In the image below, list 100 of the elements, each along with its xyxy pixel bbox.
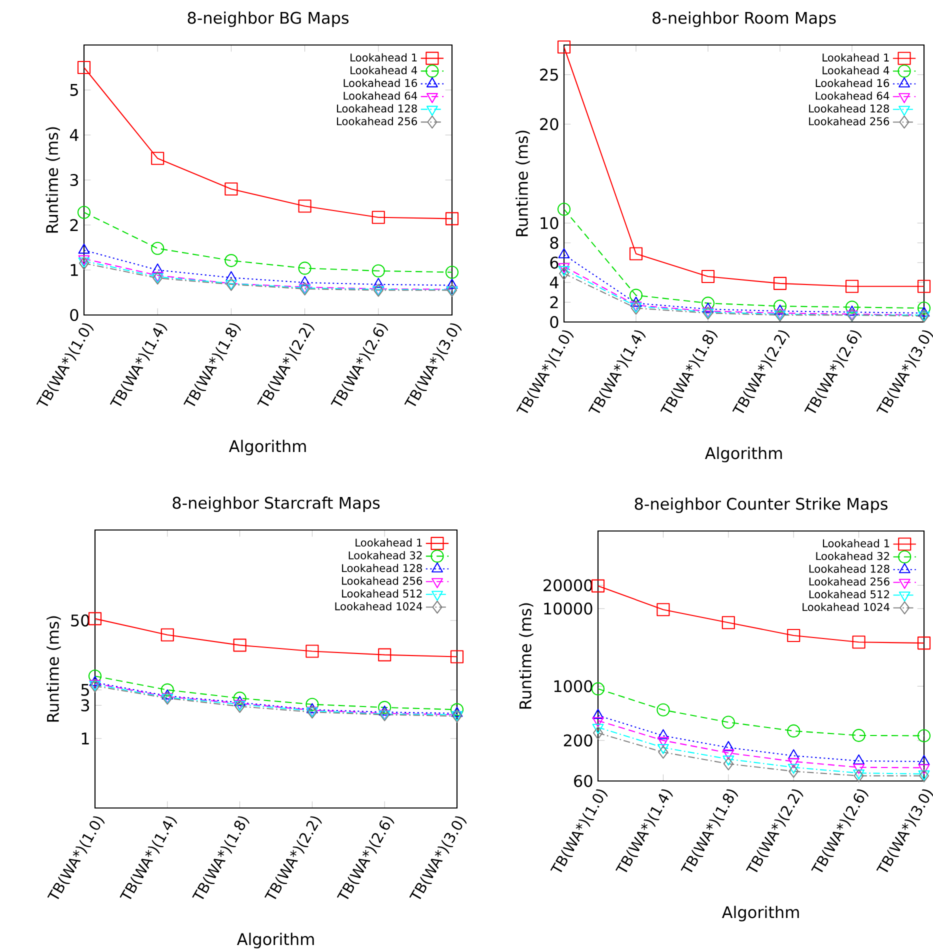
point [591, 682, 605, 696]
point [557, 40, 571, 54]
point [88, 612, 102, 626]
point [592, 724, 604, 734]
y-tick-label: 25 [540, 68, 558, 81]
point [445, 266, 459, 279]
legend-label: Lookahead 512 [342, 589, 422, 598]
point [592, 726, 604, 740]
point [592, 717, 604, 728]
legend-label: Lookahead 128 [336, 104, 417, 113]
y-tick-label: 200 [564, 734, 592, 746]
point [918, 764, 930, 774]
point [917, 302, 931, 315]
point [723, 757, 734, 770]
point [722, 756, 734, 766]
y-tick-label: 4 [70, 129, 78, 141]
point [372, 264, 385, 278]
y-tick-label: 0 [550, 316, 558, 328]
legend-label: Lookahead 16 [816, 78, 890, 88]
point [773, 300, 787, 313]
point [918, 306, 930, 317]
point [722, 749, 734, 760]
y-tick-label: 10000 [544, 602, 592, 615]
legend-label: Lookahead 32 [816, 552, 890, 560]
y-tick-label: 4 [550, 276, 558, 288]
point [787, 724, 800, 738]
point [917, 280, 931, 293]
y-tick-label: 6 [550, 256, 558, 269]
y-tick-label: 5 [70, 84, 78, 96]
chart-title: 8-neighbor Starcraft Maps [172, 496, 380, 512]
x-axis-title: Algorithm [236, 932, 314, 948]
legend-label: Lookahead 128 [809, 564, 890, 573]
legend-label: Lookahead 4 [350, 66, 418, 74]
point [656, 703, 670, 716]
legend-label: Lookahead 32 [348, 551, 422, 560]
point [160, 628, 174, 642]
y-tick-label: 8 [550, 236, 558, 249]
y-tick-label: 1000 [554, 680, 592, 692]
point [788, 758, 800, 768]
y-axis-title: Runtime (ms) [516, 130, 530, 236]
point [224, 182, 238, 196]
point [657, 744, 669, 754]
point [78, 255, 90, 266]
point [450, 650, 464, 664]
y-tick-label: 50 [71, 614, 90, 626]
x-axis-title: Algorithm [722, 906, 799, 922]
point [629, 288, 643, 302]
point [846, 306, 858, 316]
y-tick-label: 20000 [544, 579, 592, 592]
legend-label: Lookahead 1 [350, 53, 417, 62]
point [853, 770, 865, 780]
y-axis-title: Runtime (ms) [519, 603, 534, 709]
legend-label: Lookahead 4 [822, 66, 890, 74]
point [450, 703, 464, 716]
y-tick-label: 10 [540, 217, 558, 230]
point [298, 200, 312, 213]
legend-label: Lookahead 256 [342, 576, 422, 585]
point [378, 700, 392, 714]
y-tick-label: 1 [70, 264, 78, 276]
point [788, 764, 799, 778]
chart-title: 8-neighbor BG Maps [188, 12, 349, 28]
y-axis-title: Runtime (ms) [46, 616, 61, 722]
y-axis-title: Runtime (ms) [46, 127, 60, 233]
x-axis-title: Algorithm [228, 440, 306, 456]
point [160, 683, 174, 696]
point [558, 266, 570, 280]
point [77, 206, 91, 219]
point [233, 638, 246, 652]
legend-label: Lookahead 256 [809, 577, 890, 586]
legend-label: Lookahead 512 [809, 590, 890, 598]
point [657, 736, 669, 747]
y-tick-label: 60 [574, 774, 592, 788]
legend-label: Lookahead 256 [809, 117, 890, 126]
y-tick-label: 2 [70, 219, 78, 231]
point [852, 728, 866, 742]
legend-label: Lookahead 1 [822, 53, 889, 62]
legend-label: Lookahead 128 [809, 104, 890, 113]
x-axis-title: Algorithm [704, 446, 782, 462]
y-tick-label: 2 [550, 296, 558, 308]
y-tick-label: 3 [81, 699, 90, 712]
point [854, 769, 864, 782]
legend-label: Lookahead 128 [342, 564, 422, 572]
point [788, 764, 800, 774]
point [722, 616, 735, 630]
y-tick-label: 5 [81, 684, 89, 696]
point [233, 692, 246, 705]
point [151, 242, 164, 255]
point [917, 636, 931, 650]
point [630, 296, 642, 307]
point [787, 628, 800, 642]
point [773, 276, 787, 290]
point [917, 729, 931, 742]
point [558, 248, 570, 258]
point [445, 212, 459, 226]
chart-title: 8-neighbor Counter Strike Maps [634, 498, 888, 514]
chart-title: 8-neighbor Room Maps [652, 12, 836, 28]
point [702, 302, 714, 313]
point [629, 247, 643, 260]
point [701, 270, 715, 284]
point [378, 648, 392, 662]
